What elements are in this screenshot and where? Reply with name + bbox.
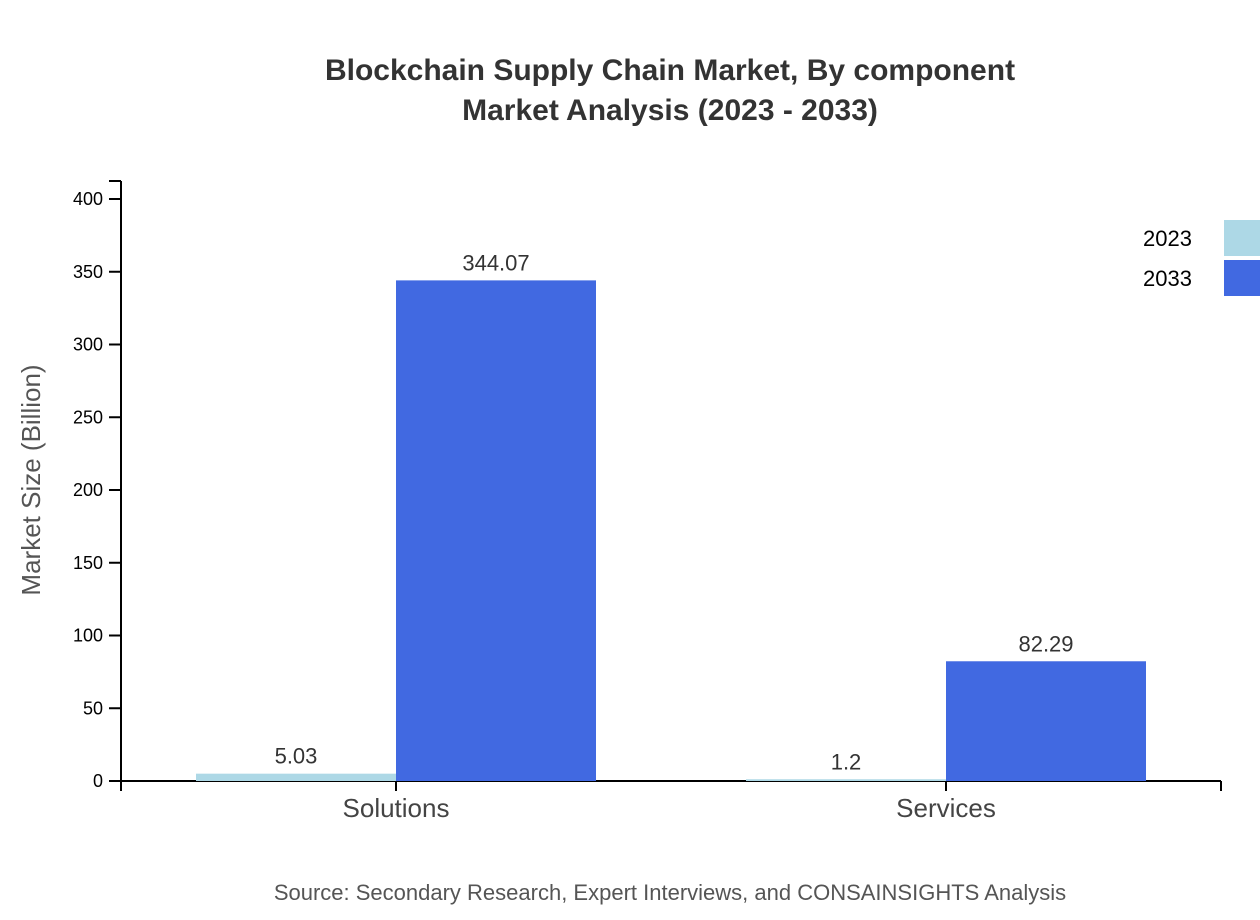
y-axis-label: Market Size (Billion) — [16, 364, 46, 595]
y-tick-label: 400 — [73, 189, 103, 209]
data-label: 82.29 — [1018, 631, 1073, 656]
legend-label: 2033 — [1143, 266, 1192, 291]
data-label: 5.03 — [275, 744, 318, 769]
y-tick-label: 100 — [73, 626, 103, 646]
y-tick-label: 200 — [73, 480, 103, 500]
data-label: 1.2 — [831, 749, 862, 774]
legend-swatch — [1224, 260, 1260, 296]
legend-label: 2023 — [1143, 226, 1192, 251]
source-note: Source: Secondary Research, Expert Inter… — [274, 880, 1066, 905]
y-tick-label: 350 — [73, 262, 103, 282]
y-tick-label: 50 — [83, 698, 103, 718]
y-tick-label: 150 — [73, 553, 103, 573]
data-label: 344.07 — [462, 250, 529, 275]
y-tick-label: 250 — [73, 407, 103, 427]
bar-2023-services — [746, 779, 946, 781]
legend-swatch — [1224, 220, 1260, 256]
bar-2033-solutions — [396, 280, 596, 781]
bar-2033-services — [946, 661, 1146, 781]
x-tick-label: Services — [896, 793, 996, 823]
y-tick-label: 300 — [73, 335, 103, 355]
x-tick-label: Solutions — [343, 793, 450, 823]
chart-subtitle: Market Analysis (2023 - 2033) — [462, 94, 878, 127]
y-tick-label: 0 — [93, 771, 103, 791]
chart-title: Blockchain Supply Chain Market, By compo… — [325, 54, 1015, 87]
bar-2023-solutions — [196, 773, 396, 781]
